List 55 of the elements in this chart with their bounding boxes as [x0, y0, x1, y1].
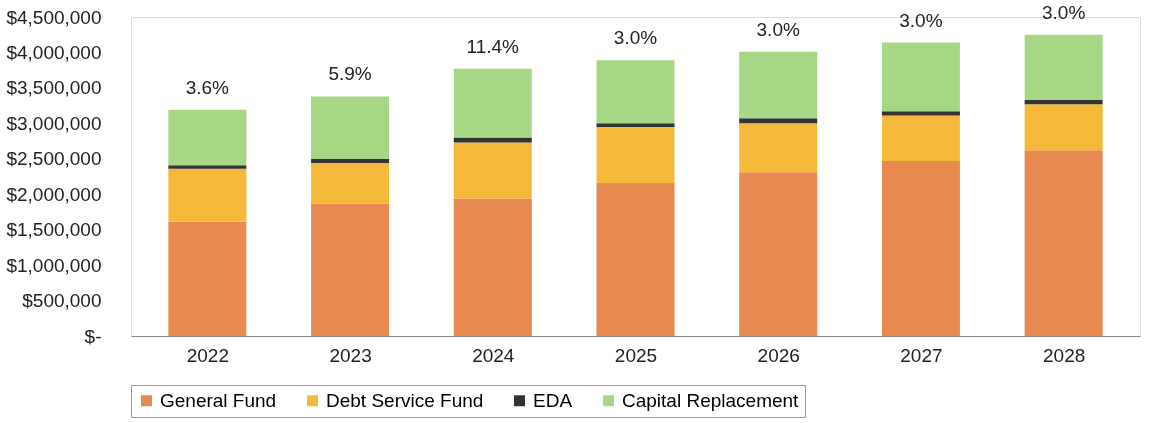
y-tick-label: $2,500,000 [6, 148, 102, 170]
bar [453, 198, 532, 336]
bar [739, 172, 818, 336]
x-tick-label: 2023 [329, 344, 372, 366]
bar [453, 142, 532, 199]
annotation: 5.9% [328, 63, 372, 85]
legend-label: General Fund [160, 389, 277, 411]
x-tick-label: 2027 [900, 344, 943, 366]
bar [311, 163, 390, 204]
annotation: 3.0% [756, 18, 800, 40]
y-tick-label: $4,000,000 [6, 41, 102, 63]
bar [168, 109, 247, 166]
annotation: 3.0% [899, 9, 943, 31]
bar [311, 203, 390, 336]
bar [311, 96, 390, 159]
y-tick-label: $1,000,000 [6, 254, 102, 276]
y-tick-label: $3,000,000 [6, 112, 102, 134]
bar [596, 126, 675, 183]
bar [311, 158, 390, 164]
legend-label: Capital Replacement [622, 389, 800, 411]
bar [596, 123, 675, 127]
x-tick-label: 2022 [186, 344, 229, 366]
bar [596, 60, 675, 124]
y-tick-label: $2,000,000 [6, 183, 102, 205]
bar [1024, 99, 1103, 105]
bar [739, 123, 818, 173]
legend-label: Debt Service Fund [326, 389, 484, 411]
bar [881, 111, 960, 116]
y-tick-label: $4,500,000 [6, 6, 102, 28]
x-tick-label: 2024 [472, 344, 515, 366]
bar [1024, 104, 1103, 151]
bar [1024, 150, 1103, 336]
bar [881, 42, 960, 112]
y-tick-label: $1,500,000 [6, 219, 102, 241]
y-tick-label: $- [84, 325, 102, 347]
bar [739, 51, 818, 119]
bar [739, 118, 818, 124]
annotation: 3.0% [1041, 1, 1086, 23]
annotation: 3.0% [613, 27, 658, 49]
x-tick-label: 2028 [1043, 344, 1086, 366]
bar [168, 165, 247, 169]
bar [168, 168, 247, 222]
bar [881, 115, 960, 161]
legend-label: EDA [533, 389, 573, 411]
bar [596, 182, 675, 336]
y-tick-label: $500,000 [22, 290, 102, 312]
annotation: 3.6% [185, 76, 230, 98]
bar [168, 221, 247, 336]
x-tick-label: 2025 [614, 344, 658, 366]
y-tick-label: $3,500,000 [6, 77, 102, 99]
bar [453, 68, 532, 138]
bar [1024, 34, 1103, 100]
x-tick-label: 2026 [757, 344, 800, 366]
bar [881, 160, 960, 336]
annotation: 11.4% [466, 35, 520, 57]
